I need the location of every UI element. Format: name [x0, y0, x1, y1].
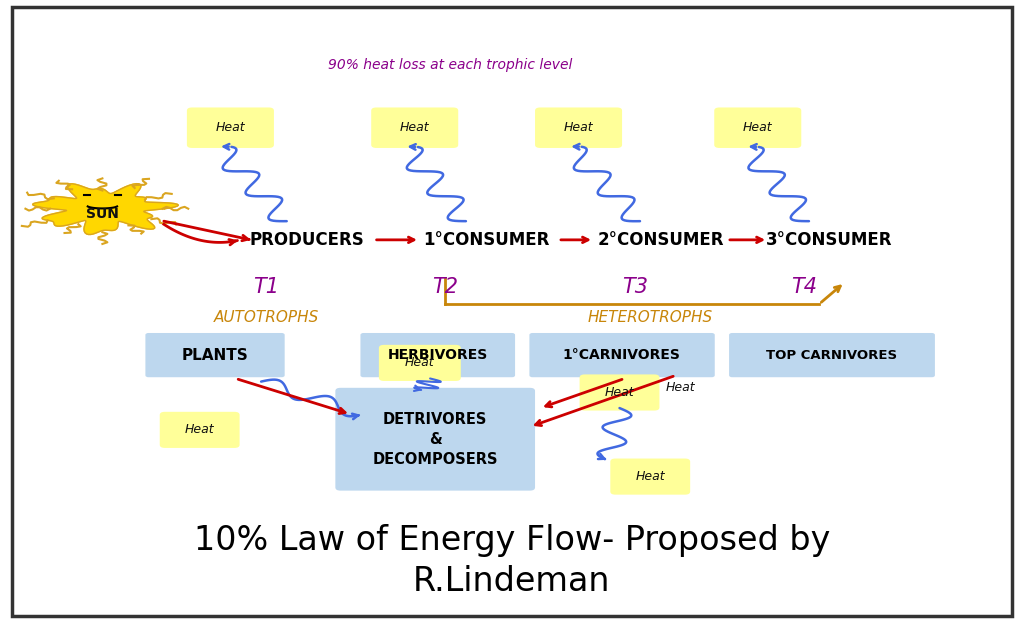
Text: SUN: SUN — [86, 207, 119, 221]
FancyBboxPatch shape — [529, 333, 715, 378]
Text: Heat: Heat — [666, 381, 695, 394]
Text: Heat: Heat — [564, 121, 593, 134]
Text: 90% heat loss at each trophic level: 90% heat loss at each trophic level — [329, 59, 572, 72]
FancyBboxPatch shape — [12, 7, 1012, 616]
Text: T3: T3 — [622, 277, 648, 297]
Text: Heat: Heat — [216, 121, 245, 134]
FancyBboxPatch shape — [336, 388, 535, 491]
FancyBboxPatch shape — [186, 107, 273, 148]
FancyBboxPatch shape — [715, 107, 801, 148]
Text: 1°CARNIVORES: 1°CARNIVORES — [562, 348, 681, 362]
Text: DETRIVORES
&
DECOMPOSERS: DETRIVORES & DECOMPOSERS — [373, 412, 498, 467]
FancyBboxPatch shape — [729, 333, 935, 378]
Text: TOP CARNIVORES: TOP CARNIVORES — [766, 349, 897, 361]
Text: Heat: Heat — [605, 386, 634, 399]
Text: PLANTS: PLANTS — [181, 348, 249, 363]
Text: AUTOTROPHS: AUTOTROPHS — [214, 310, 318, 325]
FancyBboxPatch shape — [610, 459, 690, 495]
Text: HERBIVORES: HERBIVORES — [388, 348, 488, 362]
Text: 10% Law of Energy Flow- Proposed by
R.Lindeman: 10% Law of Energy Flow- Proposed by R.Li… — [194, 524, 830, 597]
Text: 1°CONSUMER: 1°CONSUMER — [423, 231, 550, 249]
FancyBboxPatch shape — [360, 333, 515, 378]
Text: 3°CONSUMER: 3°CONSUMER — [766, 231, 893, 249]
Text: HETEROTROPHS: HETEROTROPHS — [588, 310, 713, 325]
Text: PRODUCERS: PRODUCERS — [250, 231, 365, 249]
FancyBboxPatch shape — [160, 412, 240, 448]
FancyBboxPatch shape — [535, 107, 622, 148]
Text: T1: T1 — [253, 277, 280, 297]
Polygon shape — [33, 184, 178, 234]
Text: Heat: Heat — [406, 356, 434, 369]
Text: Heat: Heat — [636, 470, 665, 483]
FancyBboxPatch shape — [145, 333, 285, 378]
Text: Heat: Heat — [185, 424, 214, 436]
FancyBboxPatch shape — [372, 107, 459, 148]
Text: T2: T2 — [432, 277, 459, 297]
Text: T4: T4 — [791, 277, 817, 297]
Text: 2°CONSUMER: 2°CONSUMER — [597, 231, 724, 249]
FancyBboxPatch shape — [379, 345, 461, 381]
Text: Heat: Heat — [743, 121, 772, 134]
Text: Heat: Heat — [400, 121, 429, 134]
FancyBboxPatch shape — [580, 374, 659, 411]
